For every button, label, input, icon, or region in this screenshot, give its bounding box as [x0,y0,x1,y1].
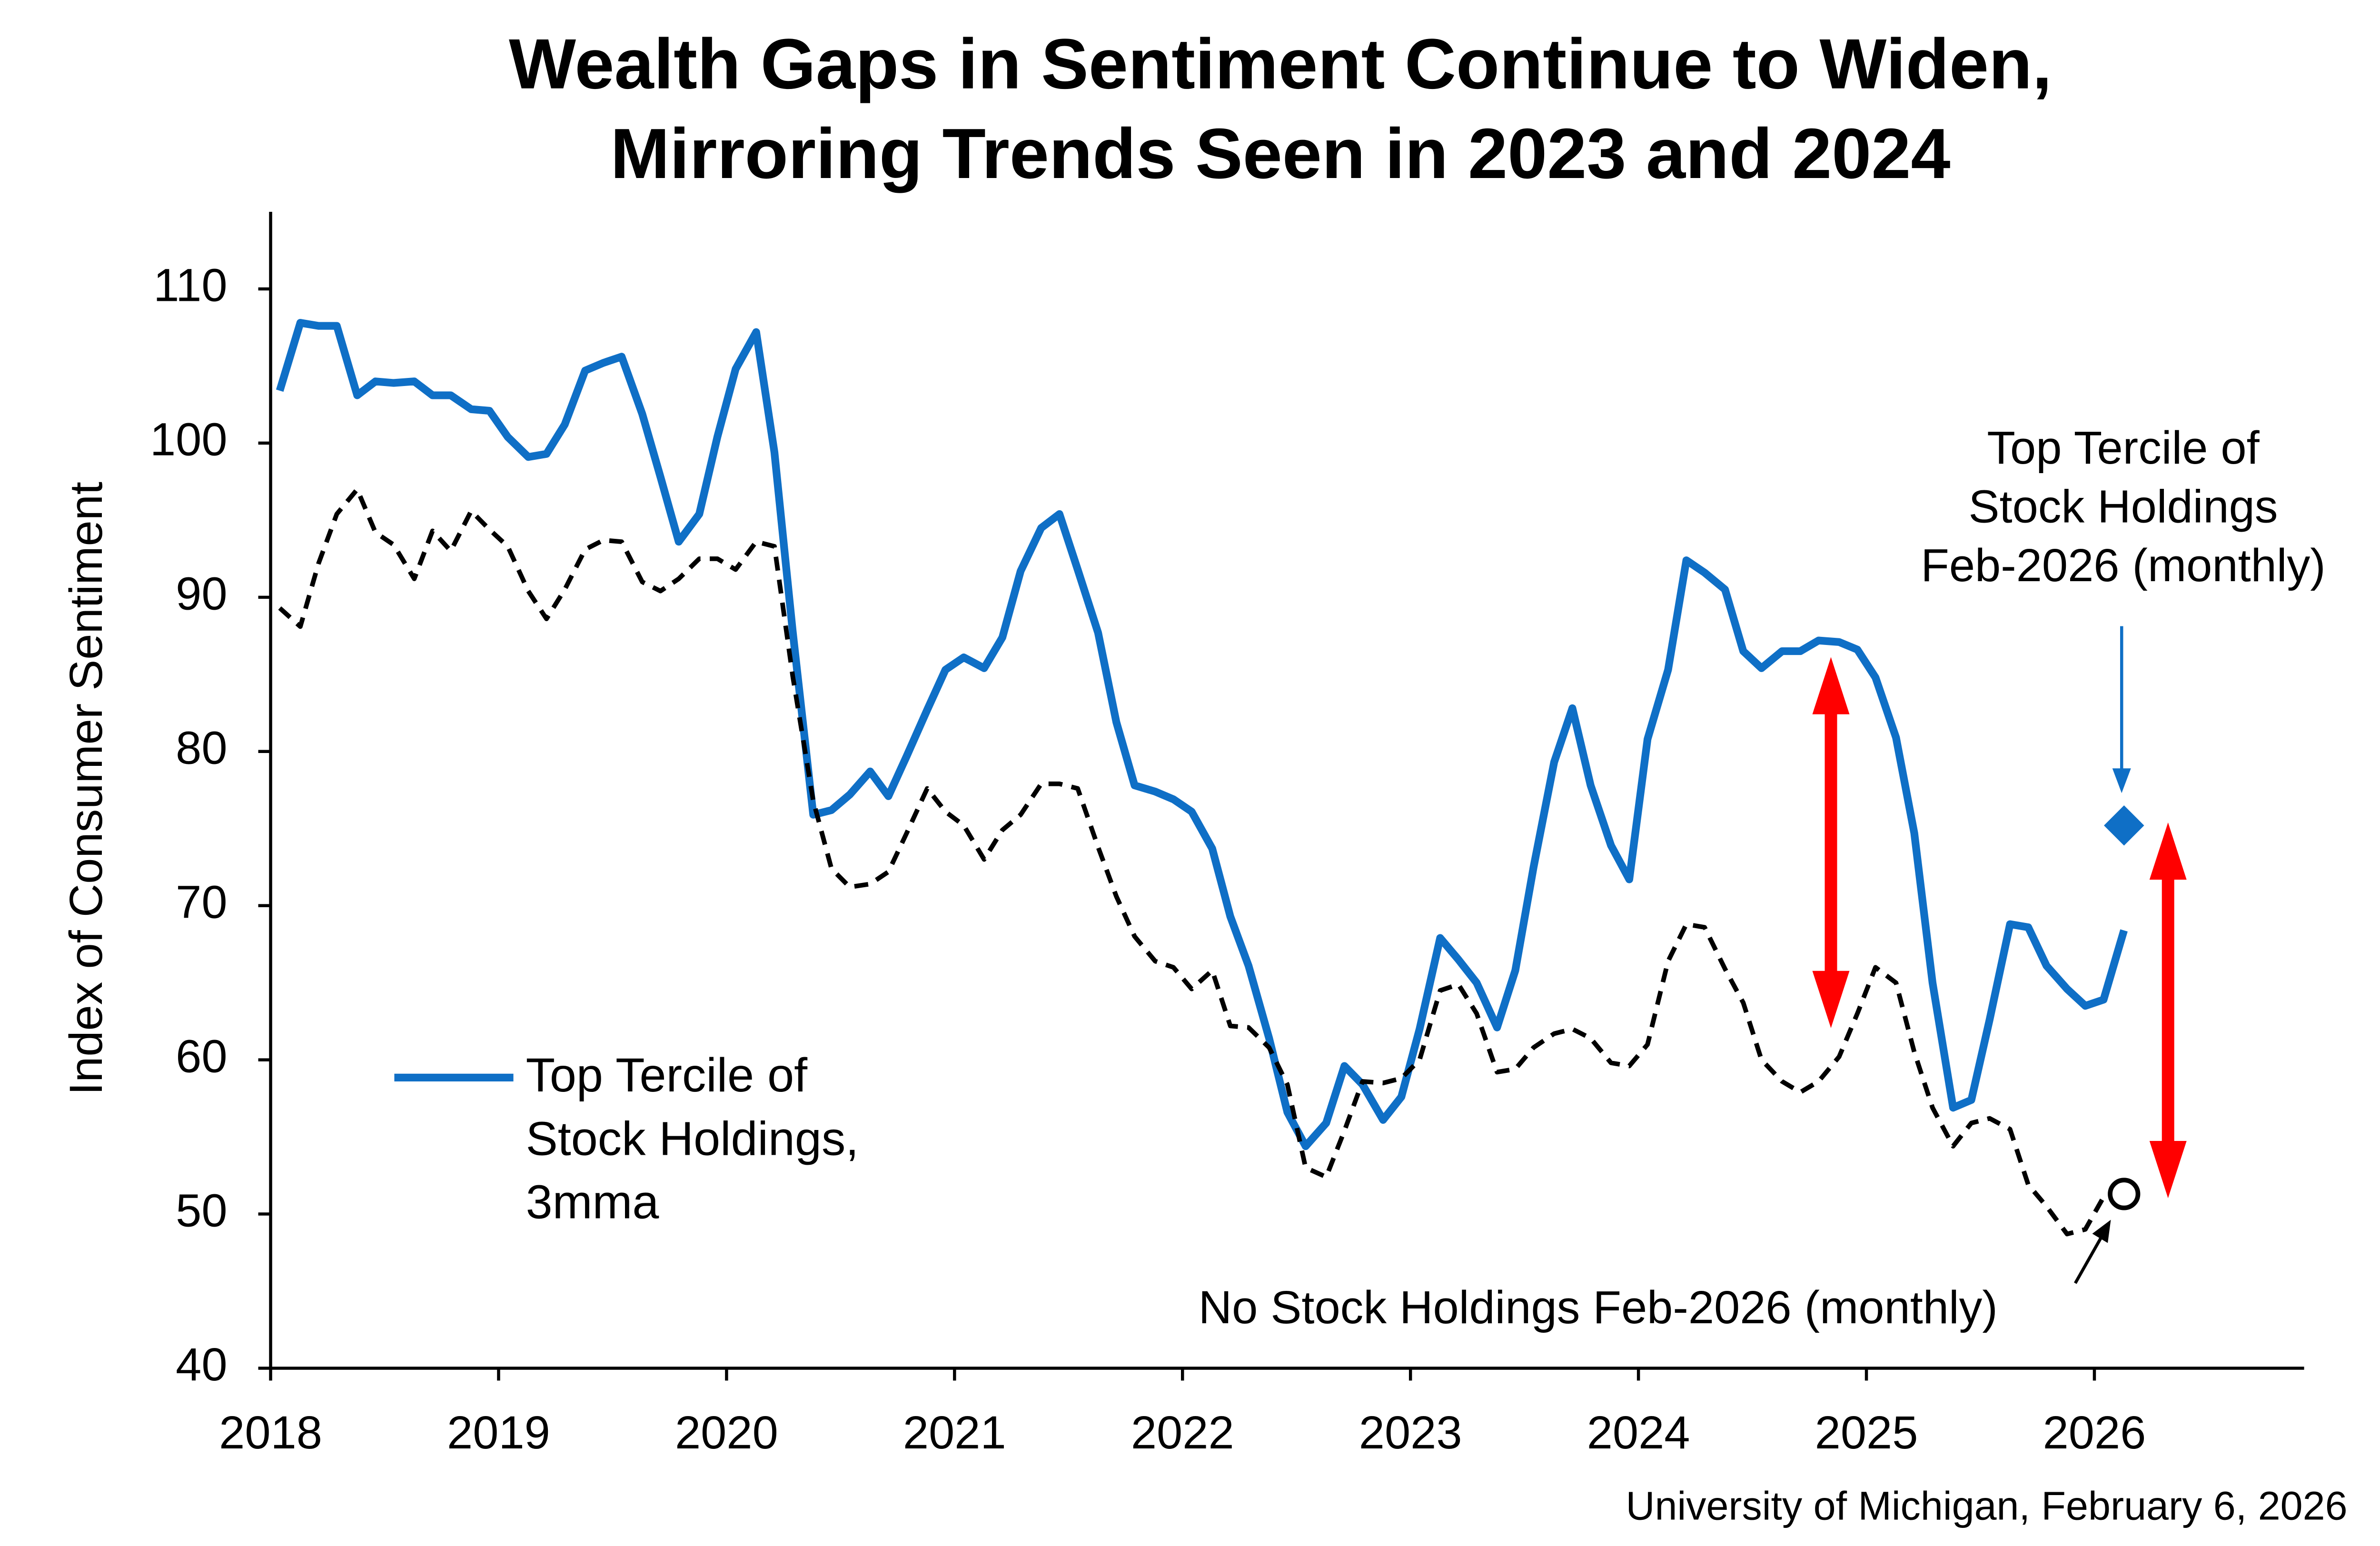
annotation: Feb-2026 (monthly) [1921,539,2325,591]
y-tick-label: 50 [176,1184,227,1236]
pointer-arrow [2073,1219,2111,1284]
x-tick-label: 2021 [903,1407,1006,1458]
annotation: Top Tercile of [1987,422,2260,474]
x-tick-label: 2025 [1815,1407,1918,1458]
chart-title: Mirroring Trends Seen in 2023 and 2024 [610,114,1950,193]
y-axis-label: Index of Consumer Sentiment [60,482,112,1095]
pointer-arrow [2112,626,2131,793]
series-line [278,487,2106,1237]
legend: Top Tercile of Stock Holdings, 3mma [526,1048,859,1229]
legend-label: Top Tercile of Stock Holdings, 3mma [526,1048,859,1229]
x-tick-label: 2026 [2043,1407,2146,1458]
x-tick-label: 2019 [447,1407,550,1458]
y-tick-label: 40 [176,1338,227,1390]
y-tick-label: 80 [176,722,227,774]
gap-arrow [1812,657,1850,1028]
y-tick-label: 110 [153,259,227,311]
y-tick-label: 60 [176,1030,227,1082]
point-marker [2108,1178,2141,1210]
y-tick-label: 90 [176,568,227,620]
source: University of Michigan, February 6, 2026 [1626,1483,2348,1528]
chart-title: Wealth Gaps in Sentiment Continue to Wid… [509,24,2052,104]
x-tick-label: 2018 [219,1407,322,1458]
x-tick-label: 2024 [1587,1407,1690,1458]
x-tick-label: 2023 [1359,1407,1462,1458]
y-tick-label: 100 [150,414,228,466]
annotation: No Stock Holdings Feb-2026 (monthly) [1199,1281,1998,1333]
series-line [276,319,2128,1150]
x-tick-label: 2020 [675,1407,778,1458]
annotation: Stock Holdings [1969,481,2278,533]
gap-arrow [2149,822,2187,1199]
x-tick-label: 2022 [1131,1407,1234,1458]
y-tick-label: 70 [176,876,227,928]
